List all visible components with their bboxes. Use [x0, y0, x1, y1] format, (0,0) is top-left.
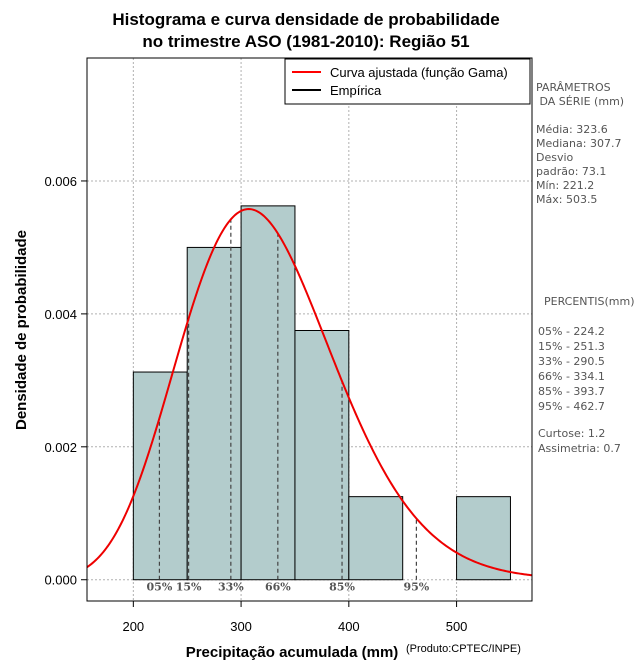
legend-label-curve: Curva ajustada (função Gama) — [330, 65, 508, 80]
param-sd-label: Desvio — [536, 151, 574, 164]
param-max: Máx: 503.5 — [536, 193, 597, 206]
histogram-bar — [456, 496, 511, 581]
histogram-bars — [132, 205, 511, 581]
param-median: Mediana: 307.7 — [536, 137, 621, 150]
histogram-bar — [186, 246, 242, 581]
params-title-line2: DA SÉRIE (mm) — [536, 95, 624, 108]
x-tick-label: 200 — [122, 619, 144, 634]
histogram-bar — [294, 329, 350, 581]
y-axis-title: Densidade de probabilidade — [13, 230, 30, 430]
kurtosis: Curtose: 1.2 — [538, 427, 605, 440]
param-mean: Média: 323.6 — [536, 123, 608, 136]
axes: 200 300 400 500 0.000 0.002 0.004 0.006 — [44, 174, 467, 634]
x-tick-label: 300 — [230, 619, 252, 634]
legend-label-empirical: Empírica — [330, 83, 382, 98]
percentile-markers: 05% 15% 33% 66% 85% 95% — [147, 219, 430, 594]
chart-title-line1: Histograma e curva densidade de probabil… — [112, 10, 499, 29]
histogram-bar — [348, 496, 404, 581]
y-tick-label: 0.004 — [44, 307, 77, 322]
percentil-85: 85% - 393.7 — [538, 385, 605, 398]
chart-title-line2: no trimestre ASO (1981-2010): Região 51 — [142, 32, 469, 51]
percentile-label: 33% — [218, 581, 244, 594]
histogram-bar — [132, 371, 188, 581]
y-tick-label: 0.002 — [44, 440, 77, 455]
legend: Curva ajustada (função Gama) Empírica — [284, 58, 531, 105]
percentil-95: 95% - 462.7 — [538, 400, 605, 413]
credit-text: (Produto:CPTEC/INPE) — [406, 643, 521, 655]
skewness: Assimetria: 0.7 — [538, 442, 621, 455]
param-sd-value: padrão: 73.1 — [536, 165, 606, 178]
percentil-05: 05% - 224.2 — [538, 325, 605, 338]
y-tick-label: 0.006 — [44, 174, 77, 189]
percentil-15: 15% - 251.3 — [538, 340, 605, 353]
x-tick-label: 500 — [446, 619, 468, 634]
x-tick-label: 400 — [338, 619, 360, 634]
percentile-label: 15% — [176, 581, 202, 594]
x-axis-title: Precipitação acumulada (mm) — [186, 644, 399, 660]
percentil-33: 33% - 290.5 — [538, 355, 605, 368]
histogram-bar — [240, 205, 296, 581]
percentile-label: 85% — [329, 581, 355, 594]
side-panel: PARÂMETROS DA SÉRIE (mm) Média: 323.6 Me… — [536, 81, 635, 455]
legend-box — [284, 58, 531, 105]
percentil-66: 66% - 334.1 — [538, 370, 605, 383]
params-title-line1: PARÂMETROS — [536, 81, 611, 94]
percentile-label: 05% — [147, 581, 173, 594]
gamma-curve-layer — [86, 208, 533, 577]
y-tick-label: 0.000 — [44, 573, 77, 588]
percentile-label: 66% — [265, 581, 291, 594]
gamma-curve — [86, 208, 533, 577]
percentis-title: PERCENTIS(mm) — [544, 295, 635, 308]
percentile-label: 95% — [404, 581, 430, 594]
plot-frame — [86, 57, 533, 602]
param-min: Mín: 221.2 — [536, 179, 594, 192]
